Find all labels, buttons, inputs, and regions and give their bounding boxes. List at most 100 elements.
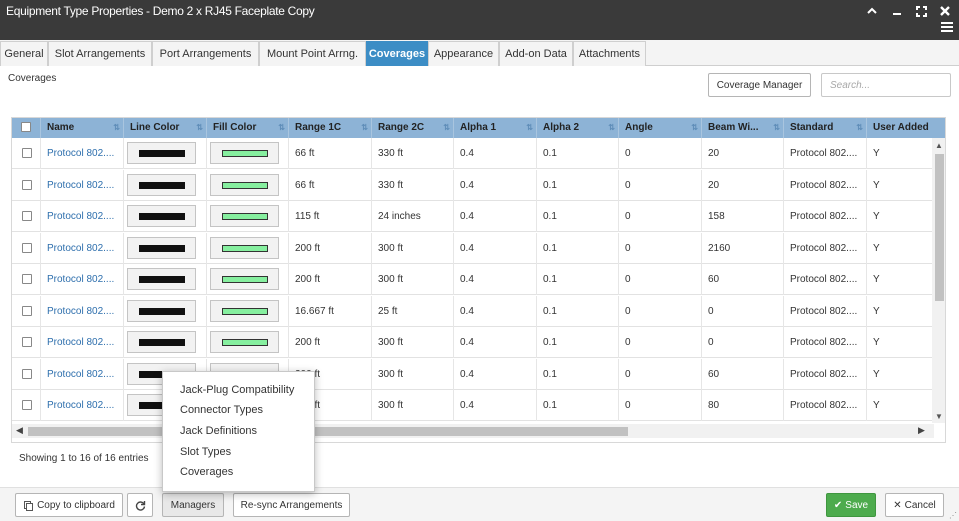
line-color-swatch[interactable] <box>127 331 196 353</box>
row-checkbox[interactable] <box>22 148 32 158</box>
col-header-beam-width[interactable]: Beam Wi... ⇅ <box>702 118 784 138</box>
name-cell[interactable]: Protocol 802.... <box>41 264 124 295</box>
name-cell[interactable]: Protocol 802.... <box>41 232 124 264</box>
row-checkbox[interactable] <box>22 305 32 316</box>
name-cell[interactable]: Protocol 802.... <box>41 201 124 232</box>
tab-attachments[interactable]: Attachments <box>573 41 646 66</box>
scroll-down-icon[interactable]: ▼ <box>935 412 943 421</box>
col-header-angle[interactable]: Angle ⇅ <box>619 118 702 138</box>
refresh-button[interactable] <box>127 493 153 517</box>
col-header-standard[interactable]: Standard ⇅ <box>784 118 867 138</box>
tab-slot-arrangements[interactable]: Slot Arrangements <box>48 41 152 66</box>
scroll-thumb[interactable] <box>935 154 944 301</box>
name-cell[interactable]: Protocol 802.... <box>41 358 124 390</box>
horizontal-scrollbar[interactable]: ◀ ▶ <box>12 424 934 438</box>
line-color-cell <box>124 327 207 358</box>
fill-color-swatch[interactable] <box>210 331 279 353</box>
col-header-alpha-2[interactable]: Alpha 2 ⇅ <box>537 118 619 138</box>
line-color-swatch[interactable] <box>127 142 196 164</box>
tab-coverages[interactable]: Coverages <box>366 41 428 66</box>
row-checkbox[interactable] <box>22 400 32 410</box>
col-header-line-color[interactable]: Line Color ⇅ <box>124 118 207 138</box>
menu-item-slot-types[interactable]: Slot Types <box>180 446 232 458</box>
fill-color-cell <box>207 327 289 358</box>
resize-grip-icon[interactable]: ⋰ <box>949 511 957 520</box>
row-checkbox[interactable] <box>22 368 32 379</box>
tab-mount-point-arrng[interactable]: Mount Point Arrng. <box>259 41 366 66</box>
name-cell[interactable]: Protocol 802.... <box>41 169 124 201</box>
tab-general[interactable]: General <box>0 41 48 66</box>
chevron-up-icon[interactable] <box>865 4 879 18</box>
coverage-manager-button[interactable]: Coverage Manager <box>708 73 811 97</box>
fill-color-cell <box>207 138 289 169</box>
window-title: Equipment Type Properties - Demo 2 x RJ4… <box>6 4 315 18</box>
close-icon[interactable] <box>938 4 952 18</box>
minimize-icon[interactable] <box>890 4 904 18</box>
col-header-fill-color[interactable]: Fill Color ⇅ <box>207 118 289 138</box>
col-header-name[interactable]: Name ⇅ <box>41 118 124 138</box>
hamburger-menu-icon[interactable] <box>941 22 953 34</box>
col-header-range-1c[interactable]: Range 1C ⇅ <box>289 118 372 138</box>
row-checkbox[interactable] <box>22 211 32 221</box>
row-checkbox[interactable] <box>22 179 32 190</box>
cancel-button[interactable]: ✕ Cancel <box>885 493 944 517</box>
resync-arrangements-button[interactable]: Re-sync Arrangements <box>233 493 350 517</box>
section-label: Coverages <box>8 73 57 84</box>
save-button[interactable]: ✔ Save <box>826 493 876 517</box>
table-row[interactable]: Protocol 802.... 66 ft 330 ft 0.4 0.1 0 20 Prot… <box>12 138 934 169</box>
select-all-checkbox[interactable] <box>21 122 31 132</box>
row-checkbox[interactable] <box>22 337 32 347</box>
line-color-swatch[interactable] <box>127 299 196 322</box>
row-checkbox[interactable] <box>22 242 32 253</box>
tab-port-arrangements[interactable]: Port Arrangements <box>152 41 259 66</box>
name-cell[interactable]: Protocol 802.... <box>41 390 124 421</box>
scroll-right-icon[interactable]: ▶ <box>918 425 925 435</box>
user-added-cell: Y <box>867 169 934 201</box>
fill-color-swatch[interactable] <box>210 236 279 259</box>
scroll-left-icon[interactable]: ◀ <box>16 425 23 435</box>
col-header-user-added[interactable]: User Added <box>867 118 945 138</box>
menu-item-coverages[interactable]: Coverages <box>180 466 234 478</box>
table-row[interactable]: Protocol 802.... 16.667 ft 25 ft 0.4 0.1 0 0 Pr… <box>12 295 934 327</box>
col-header-alpha-1[interactable]: Alpha 1 ⇅ <box>454 118 537 138</box>
search-input[interactable] <box>821 73 951 97</box>
fill-color-swatch[interactable] <box>210 205 279 227</box>
row-select-cell <box>12 295 41 327</box>
vertical-scrollbar[interactable]: ▲ ▼ <box>932 138 945 423</box>
fill-color-swatch[interactable] <box>210 268 279 290</box>
table-row[interactable]: Protocol 802.... 200 ft 300 ft 0.4 0.1 0 0 Prot… <box>12 327 934 358</box>
copy-to-clipboard-button[interactable]: Copy to clipboard <box>15 493 123 517</box>
menu-item-jack-plug-compatibility[interactable]: Jack-Plug Compatibility <box>180 384 295 396</box>
fill-color-swatch[interactable] <box>210 299 279 322</box>
tab-appearance[interactable]: Appearance <box>428 41 499 66</box>
line-color-swatch[interactable] <box>127 173 196 196</box>
menu-item-connector-types[interactable]: Connector Types <box>180 404 263 416</box>
fill-color-swatch[interactable] <box>210 142 279 164</box>
color-sample <box>139 181 185 189</box>
scroll-up-icon[interactable]: ▲ <box>935 141 943 150</box>
managers-button[interactable]: Managers <box>162 493 224 517</box>
line-color-swatch[interactable] <box>127 236 196 259</box>
table-row[interactable]: Protocol 802.... 115 ft 24 inches 0.4 0.1 0 15… <box>12 201 934 232</box>
expand-icon[interactable] <box>914 4 928 18</box>
beam-cell: 60 <box>702 358 784 390</box>
tab-add-on-data[interactable]: Add-on Data <box>499 41 573 66</box>
scroll-thumb[interactable] <box>28 427 628 436</box>
range2c-cell: 25 ft <box>372 295 454 327</box>
fill-color-swatch[interactable] <box>210 173 279 196</box>
name-cell[interactable]: Protocol 802.... <box>41 327 124 358</box>
line-color-swatch[interactable] <box>127 268 196 290</box>
range2c-cell: 330 ft <box>372 169 454 201</box>
line-color-swatch[interactable] <box>127 205 196 227</box>
col-header-range-2c[interactable]: Range 2C ⇅ <box>372 118 454 138</box>
table-row[interactable]: Protocol 802.... 200 ft 300 ft 0.4 0.1 0 2160 P… <box>12 232 934 264</box>
name-cell[interactable]: Protocol 802.... <box>41 295 124 327</box>
menu-item-jack-definitions[interactable]: Jack Definitions <box>180 425 258 437</box>
table-row[interactable]: Protocol 802.... 66 ft 330 ft 0.4 0.1 0 20 Prot… <box>12 169 934 201</box>
name-cell[interactable]: Protocol 802.... <box>41 138 124 169</box>
line-color-cell <box>124 201 207 232</box>
row-checkbox[interactable] <box>22 274 32 284</box>
